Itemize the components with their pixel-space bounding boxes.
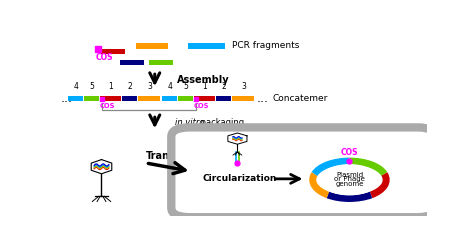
Text: PCR fragments: PCR fragments [232, 41, 299, 50]
Text: 4: 4 [167, 82, 172, 91]
Text: 3: 3 [147, 82, 152, 91]
Text: 4: 4 [74, 82, 79, 91]
Polygon shape [91, 160, 112, 174]
Bar [178, 95, 193, 101]
Text: genome: genome [335, 181, 364, 187]
Text: COS: COS [194, 103, 209, 109]
Text: COS: COS [100, 103, 115, 109]
Text: Assembly: Assembly [177, 75, 229, 85]
Bar [138, 95, 160, 101]
Text: E. coli: E. coli [366, 130, 393, 139]
Text: 2: 2 [221, 82, 226, 91]
Text: ...: ... [256, 92, 268, 105]
Bar [188, 43, 225, 49]
Text: COS: COS [341, 148, 358, 157]
Text: 3: 3 [241, 82, 246, 91]
Text: Transduction: Transduction [146, 151, 217, 161]
Text: 1: 1 [108, 82, 113, 91]
Bar [137, 43, 168, 49]
Text: Circularization: Circularization [202, 174, 276, 183]
Bar [120, 60, 144, 65]
Bar [162, 95, 177, 101]
Text: packaging: packaging [198, 118, 244, 127]
Bar [232, 95, 255, 101]
Bar [149, 60, 173, 65]
Text: in vitro: in vitro [175, 118, 204, 127]
FancyBboxPatch shape [171, 127, 436, 217]
Bar [68, 95, 83, 101]
Text: Concatemer: Concatemer [272, 94, 328, 103]
Text: 2: 2 [128, 82, 132, 91]
Text: Plasmid: Plasmid [336, 172, 363, 178]
Circle shape [320, 165, 379, 195]
Text: or Phage: or Phage [334, 176, 365, 182]
Bar [122, 95, 137, 101]
Text: 5: 5 [90, 82, 94, 91]
Text: ...: ... [60, 92, 73, 105]
Bar [100, 95, 120, 101]
Polygon shape [228, 133, 247, 144]
Bar [84, 95, 99, 101]
Text: 1: 1 [202, 82, 207, 91]
Text: COS: COS [96, 52, 113, 61]
Bar [101, 49, 125, 54]
Bar [194, 95, 215, 101]
Text: 5: 5 [183, 82, 189, 91]
Bar [216, 95, 231, 101]
